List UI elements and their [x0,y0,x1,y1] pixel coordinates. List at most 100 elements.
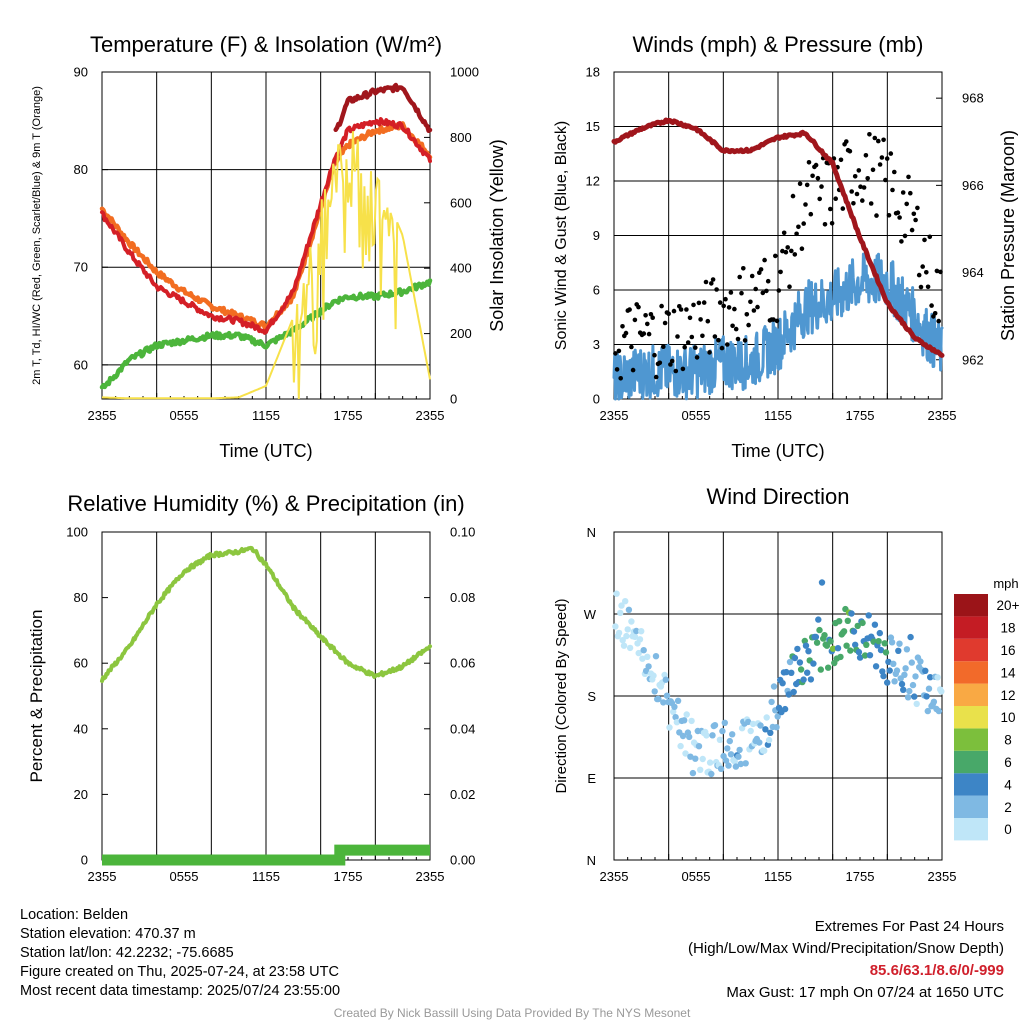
gust-point [900,190,906,195]
gust-point [922,237,927,243]
gust-point [696,300,702,306]
x-tick-label: 2355 [416,869,445,884]
gust-point [877,162,883,167]
direction-point [785,691,792,698]
gust-point [694,355,700,360]
gust-point [749,273,755,279]
x-tick-label: 2355 [88,869,117,884]
direction-point [617,609,624,617]
gust-point [920,264,925,269]
direction-point [640,647,647,654]
direction-point [902,665,909,672]
direction-point [737,760,744,768]
x-tick-label: 1155 [764,869,792,884]
direction-point [635,649,642,657]
gust-point [716,337,721,343]
gust-point [916,272,922,278]
gust-point [924,270,929,275]
gust-point [854,191,860,197]
gust-point [808,211,814,217]
station-location: Location: Belden [20,907,129,923]
series-line-t2m [100,117,432,335]
gust-point [645,321,650,327]
direction-point [891,678,898,685]
direction-point [909,681,917,689]
gust-point [682,344,687,350]
direction-point [890,660,897,667]
direction-point [904,694,912,701]
direction-point [911,693,918,700]
y-tick-label-right: 0.02 [450,787,475,802]
direction-point [893,667,901,674]
gust-point [648,312,654,317]
gust-point [746,322,751,328]
y-tick-label-right: 200 [450,326,472,341]
gust-point [797,181,803,187]
gust-point [685,340,691,345]
colorbar-swatch [954,638,988,662]
direction-point [619,637,626,644]
direction-point [903,646,911,653]
max-gust: Max Gust: 17 mph On 07/24 at 1650 UTC [726,984,1004,1001]
gust-point [927,234,933,240]
gust-point [840,206,846,211]
gust-point [868,201,874,206]
direction-point [861,652,869,659]
direction-point [721,719,728,726]
direction-point [790,688,797,696]
direction-point [794,645,801,653]
gust-point [657,360,663,366]
gust-point [725,342,730,347]
gust-point [662,320,668,326]
y-tick-label-right: 0.06 [450,656,475,671]
gust-point [737,274,742,280]
y-tick-label: 90 [74,65,88,80]
direction-point [834,645,842,652]
gust-point [652,352,657,358]
gust-point [904,201,909,207]
x-tick-label: 2355 [928,869,957,884]
x-tick-label: 1755 [334,408,363,423]
direction-point [711,722,719,729]
direction-point [913,700,920,708]
gust-point [801,221,806,226]
gust-point [890,187,895,193]
gust-point [659,303,664,309]
colorbar-swatch [954,594,988,617]
chart-title: Winds (mph) & Pressure (mb) [633,32,924,57]
x-axis-label: Time (UTC) [219,441,312,461]
direction-point [818,579,826,586]
y-axis-label: Sonic Wind & Gust (Blue, Black) [553,121,570,350]
y-axis-label-right: Station Pressure (Maroon) [998,130,1018,341]
x-tick-label: 1155 [764,408,792,423]
direction-point [817,666,824,673]
x-tick-label: 0555 [682,408,711,423]
direction-point [805,648,812,655]
direction-point [731,758,738,765]
colorbar-swatch [954,795,988,818]
direction-point [688,717,695,725]
direction-point [871,621,879,628]
gust-point [771,317,776,322]
panel-dir: 2355 0555 1155 1755 2355 Wind Direction Direct… [553,484,1020,884]
direction-point [886,667,893,674]
direction-point [863,641,870,648]
direction-point [895,647,902,654]
y-tick-label: N [587,525,596,540]
series-line-wind [612,252,944,401]
direction-point [876,629,883,637]
direction-point [638,628,645,635]
gust-point [753,286,758,292]
direction-point [875,638,882,645]
credit-line: Created By Nick Bassill Using Data Provi… [333,1006,691,1020]
direction-point [736,746,743,754]
gust-point [643,313,648,318]
gust-point [861,185,867,190]
gust-point [863,153,869,158]
direction-point [762,726,769,733]
extremes-title: Extremes For Past 24 Hours [814,918,1004,935]
x-axis-label: Time (UTC) [731,441,824,461]
gust-point [902,233,908,239]
direction-point [934,674,941,681]
gust-point [613,351,618,356]
